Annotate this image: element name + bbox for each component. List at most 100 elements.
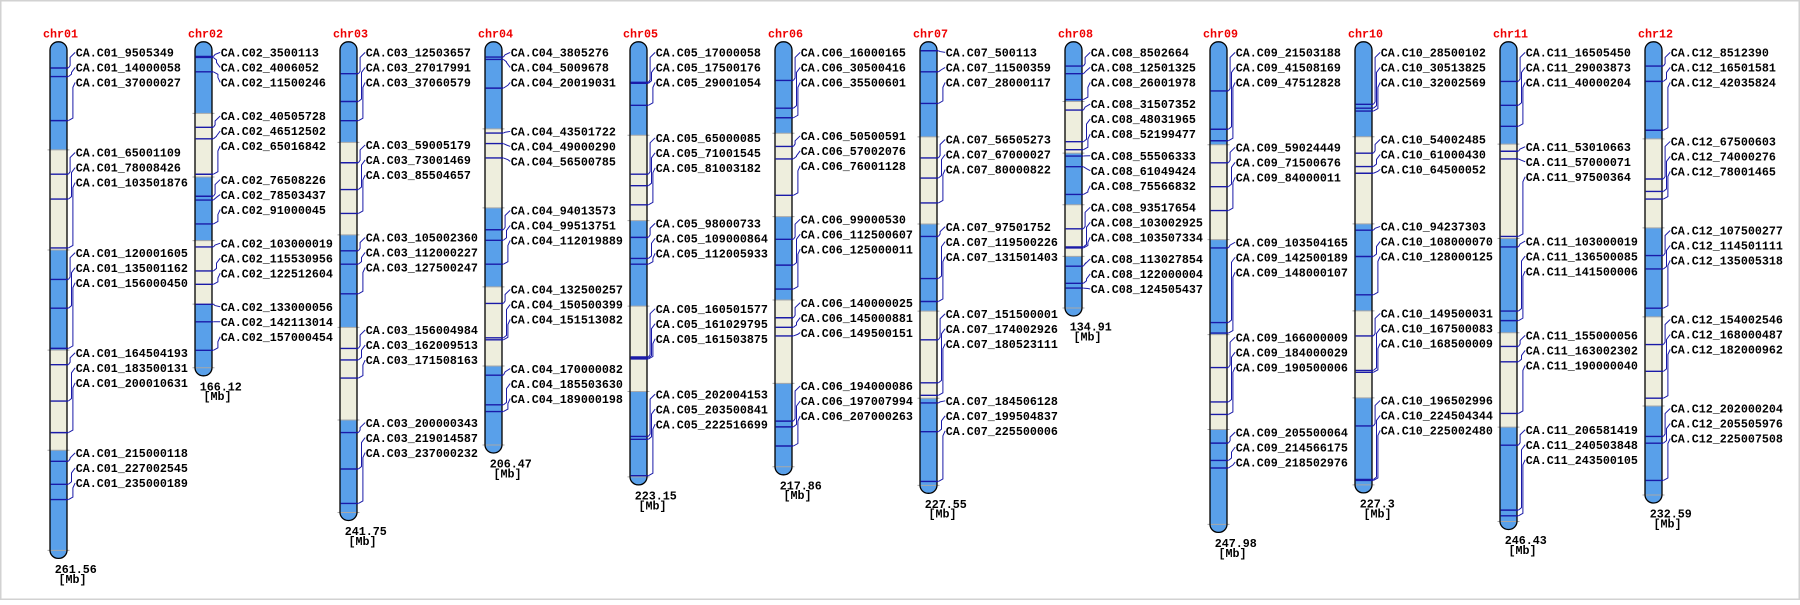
svg-text:CA.C09_103504165: CA.C09_103504165	[1236, 236, 1348, 250]
svg-text:CA.C08_12501325: CA.C08_12501325	[1091, 62, 1196, 76]
svg-text:166.12: 166.12	[200, 380, 242, 394]
svg-text:chr03: chr03	[333, 27, 368, 41]
svg-text:chr10: chr10	[1348, 27, 1383, 41]
svg-text:CA.C02_91000045: CA.C02_91000045	[221, 204, 326, 218]
svg-text:CA.C12_67500603: CA.C12_67500603	[1671, 136, 1776, 150]
svg-text:CA.C06_125000011: CA.C06_125000011	[801, 243, 913, 257]
svg-text:CA.C09_214566175: CA.C09_214566175	[1236, 441, 1348, 455]
svg-text:CA.C10_128000125: CA.C10_128000125	[1381, 251, 1493, 265]
svg-text:CA.C10_168500009: CA.C10_168500009	[1381, 338, 1493, 352]
svg-text:CA.C10_61000430: CA.C10_61000430	[1381, 149, 1486, 163]
svg-text:CA.C02_65016842: CA.C02_65016842	[221, 140, 326, 154]
svg-text:CA.C08_103507334: CA.C08_103507334	[1091, 232, 1203, 246]
svg-text:CA.C06_194000086: CA.C06_194000086	[801, 380, 913, 394]
svg-text:CA.C08_124505437: CA.C08_124505437	[1091, 283, 1203, 297]
svg-text:CA.C09_190500006: CA.C09_190500006	[1236, 361, 1348, 375]
svg-text:CA.C12_205505976: CA.C12_205505976	[1671, 418, 1783, 432]
svg-text:CA.C08_31507352: CA.C08_31507352	[1091, 98, 1196, 112]
svg-text:chr06: chr06	[768, 27, 803, 41]
svg-text:CA.C07_225500006: CA.C07_225500006	[946, 425, 1058, 439]
svg-text:CA.C03_156004984: CA.C03_156004984	[366, 324, 478, 338]
svg-text:[Mb]: [Mb]	[1219, 547, 1247, 561]
svg-text:[Mb]: [Mb]	[784, 489, 812, 503]
svg-text:134.91: 134.91	[1070, 321, 1112, 335]
svg-text:CA.C07_28000117: CA.C07_28000117	[946, 77, 1051, 91]
svg-text:CA.C11_53010663: CA.C11_53010663	[1526, 141, 1631, 155]
svg-text:CA.C06_112500607: CA.C06_112500607	[801, 228, 913, 242]
svg-text:CA.C09_59024449: CA.C09_59024449	[1236, 142, 1341, 156]
svg-text:CA.C01_37000027: CA.C01_37000027	[76, 77, 181, 91]
svg-text:CA.C10_225002480: CA.C10_225002480	[1381, 425, 1493, 439]
svg-text:CA.C06_149500151: CA.C06_149500151	[801, 327, 913, 341]
svg-text:[Mb]: [Mb]	[929, 508, 957, 522]
svg-text:232.59: 232.59	[1650, 508, 1692, 522]
svg-text:CA.C01_215000118: CA.C01_215000118	[76, 447, 188, 461]
svg-text:CA.C12_8512390: CA.C12_8512390	[1671, 47, 1769, 61]
svg-text:[Mb]: [Mb]	[639, 499, 667, 513]
svg-text:246.43: 246.43	[1505, 534, 1547, 548]
svg-text:261.56: 261.56	[55, 563, 97, 577]
svg-text:CA.C12_225007508: CA.C12_225007508	[1671, 433, 1783, 447]
svg-text:CA.C11_136500085: CA.C11_136500085	[1526, 250, 1638, 264]
svg-text:CA.C11_240503848: CA.C11_240503848	[1526, 439, 1638, 453]
svg-text:CA.C08_8502664: CA.C08_8502664	[1091, 47, 1189, 61]
svg-text:CA.C11_155000056: CA.C11_155000056	[1526, 330, 1638, 344]
svg-text:CA.C05_109000864: CA.C05_109000864	[656, 232, 768, 246]
svg-text:CA.C08_93517654: CA.C08_93517654	[1091, 202, 1196, 216]
svg-text:CA.C12_42035824: CA.C12_42035824	[1671, 77, 1776, 91]
svg-text:CA.C12_154002546: CA.C12_154002546	[1671, 314, 1783, 328]
svg-text:CA.C09_71500676: CA.C09_71500676	[1236, 157, 1341, 171]
svg-text:CA.C09_142500189: CA.C09_142500189	[1236, 251, 1348, 265]
svg-text:CA.C12_135005318: CA.C12_135005318	[1671, 255, 1783, 269]
svg-text:CA.C11_103000019: CA.C11_103000019	[1526, 235, 1638, 249]
svg-text:CA.C10_108000070: CA.C10_108000070	[1381, 236, 1493, 250]
svg-text:CA.C06_30500416: CA.C06_30500416	[801, 62, 906, 76]
svg-text:CA.C11_243500105: CA.C11_243500105	[1526, 454, 1638, 468]
svg-text:CA.C11_40000204: CA.C11_40000204	[1526, 77, 1631, 91]
svg-text:CA.C02_115530956: CA.C02_115530956	[221, 252, 333, 266]
svg-text:CA.C06_207000263: CA.C06_207000263	[801, 410, 913, 424]
svg-text:CA.C04_189000198: CA.C04_189000198	[511, 393, 623, 407]
svg-text:CA.C04_185503630: CA.C04_185503630	[511, 378, 623, 392]
svg-text:CA.C05_202004153: CA.C05_202004153	[656, 388, 768, 402]
svg-text:CA.C09_218502976: CA.C09_218502976	[1236, 456, 1348, 470]
svg-text:[Mb]: [Mb]	[1509, 544, 1537, 558]
svg-text:CA.C07_174002926: CA.C07_174002926	[946, 323, 1058, 337]
svg-text:CA.C02_133000056: CA.C02_133000056	[221, 301, 333, 315]
svg-text:CA.C12_168000487: CA.C12_168000487	[1671, 329, 1783, 343]
svg-text:CA.C03_59005179: CA.C03_59005179	[366, 139, 471, 153]
svg-text:CA.C12_182000962: CA.C12_182000962	[1671, 344, 1783, 358]
svg-text:CA.C07_56505273: CA.C07_56505273	[946, 134, 1051, 148]
svg-text:217.86: 217.86	[780, 479, 822, 493]
svg-text:[Mb]: [Mb]	[349, 535, 377, 549]
svg-text:CA.C01_200010631: CA.C01_200010631	[76, 377, 188, 391]
svg-text:CA.C09_84000011: CA.C09_84000011	[1236, 172, 1341, 186]
svg-text:CA.C09_205500064: CA.C09_205500064	[1236, 426, 1348, 440]
svg-text:CA.C08_48031965: CA.C08_48031965	[1091, 113, 1196, 127]
svg-text:CA.C07_184506128: CA.C07_184506128	[946, 395, 1058, 409]
svg-text:CA.C01_164504193: CA.C01_164504193	[76, 347, 188, 361]
svg-text:CA.C02_40505728: CA.C02_40505728	[221, 110, 326, 124]
svg-text:CA.C12_16501581: CA.C12_16501581	[1671, 62, 1776, 76]
svg-text:chr08: chr08	[1058, 27, 1093, 41]
svg-text:CA.C02_142113014: CA.C02_142113014	[221, 316, 333, 330]
svg-text:CA.C05_161029795: CA.C05_161029795	[656, 318, 768, 332]
svg-text:CA.C10_54002485: CA.C10_54002485	[1381, 134, 1486, 148]
svg-text:241.75: 241.75	[345, 525, 387, 539]
svg-text:CA.C04_150500399: CA.C04_150500399	[511, 299, 623, 313]
svg-text:CA.C05_65000085: CA.C05_65000085	[656, 132, 761, 146]
svg-text:CA.C08_55506333: CA.C08_55506333	[1091, 150, 1196, 164]
svg-text:CA.C07_11500359: CA.C07_11500359	[946, 62, 1051, 76]
svg-text:CA.C04_43501722: CA.C04_43501722	[511, 126, 616, 140]
svg-text:CA.C05_203500841: CA.C05_203500841	[656, 403, 768, 417]
svg-text:CA.C06_145000881: CA.C06_145000881	[801, 312, 913, 326]
svg-text:CA.C03_73001469: CA.C03_73001469	[366, 154, 471, 168]
svg-text:227.3: 227.3	[1360, 497, 1395, 511]
svg-text:CA.C06_140000025: CA.C06_140000025	[801, 297, 913, 311]
svg-text:CA.C03_162009513: CA.C03_162009513	[366, 339, 478, 353]
svg-text:CA.C11_16505450: CA.C11_16505450	[1526, 47, 1631, 61]
svg-text:CA.C03_112000227: CA.C03_112000227	[366, 247, 478, 261]
svg-text:CA.C04_170000082: CA.C04_170000082	[511, 363, 623, 377]
svg-text:CA.C12_74000276: CA.C12_74000276	[1671, 151, 1776, 165]
svg-text:CA.C04_132500257: CA.C04_132500257	[511, 284, 623, 298]
